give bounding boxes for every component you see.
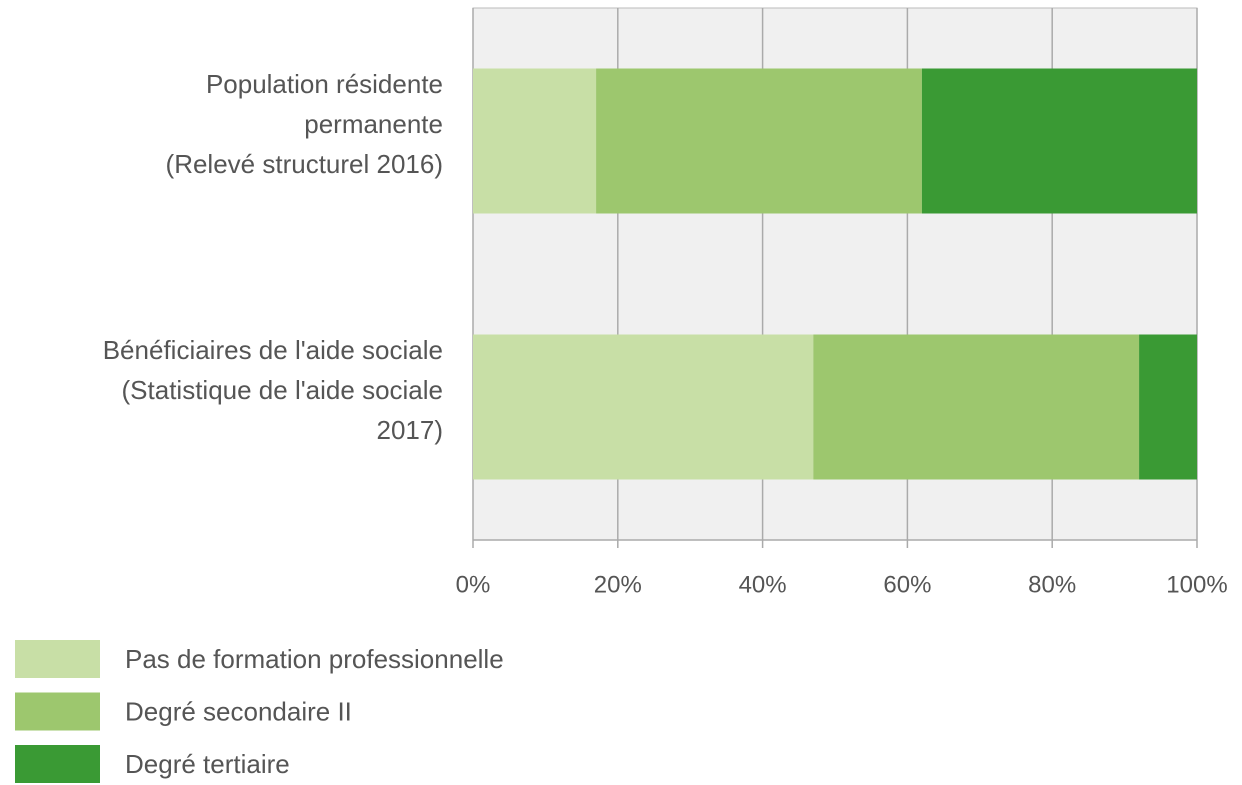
legend-label: Degré secondaire II [125, 696, 352, 726]
bar-segment [473, 334, 814, 480]
bar-segment [596, 68, 922, 214]
bar-segment [1139, 334, 1197, 480]
x-tick-label: 80% [1028, 571, 1076, 598]
y-tick-label: Population résidente permanente (Relevé st… [166, 69, 443, 179]
bar-segment [473, 68, 597, 214]
bar-segment [813, 334, 1140, 480]
y-tick-label: Bénéficiaires de l'aide sociale (Statisti… [103, 335, 443, 445]
bar-segment [921, 68, 1197, 214]
x-tick-label: 40% [739, 571, 787, 598]
legend-swatch [15, 745, 100, 783]
x-tick-label: 20% [594, 571, 642, 598]
legend-label: Degré tertiaire [125, 749, 290, 779]
x-tick-label: 60% [883, 571, 931, 598]
legend-label: Pas de formation professionnelle [125, 644, 504, 674]
legend-swatch [15, 692, 100, 731]
x-tick-label: 0% [456, 571, 491, 598]
legend-swatch [15, 640, 100, 678]
x-tick-label: 100% [1166, 571, 1227, 598]
